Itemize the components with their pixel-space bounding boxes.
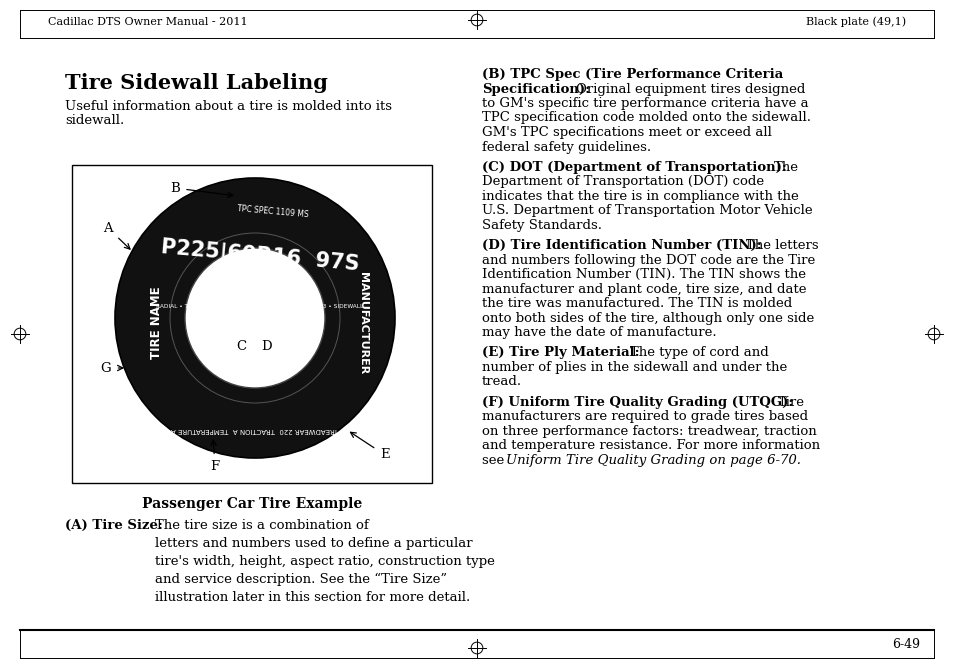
Text: E: E: [350, 432, 390, 462]
Text: Passenger Car Tire Example: Passenger Car Tire Example: [142, 497, 362, 511]
Text: may have the date of manufacture.: may have the date of manufacture.: [481, 326, 716, 339]
Text: and temperature resistance. For more information: and temperature resistance. For more inf…: [481, 439, 820, 452]
Text: F: F: [211, 440, 219, 474]
Text: 6-49: 6-49: [891, 639, 919, 651]
Text: D: D: [261, 339, 272, 353]
Text: The tire size is a combination of
letters and numbers used to define a particula: The tire size is a combination of letter…: [154, 519, 495, 605]
Text: federal safety guidelines.: federal safety guidelines.: [481, 140, 651, 154]
Text: (F) Uniform Tire Quality Grading (UTQG):: (F) Uniform Tire Quality Grading (UTQG):: [481, 395, 793, 409]
Text: manufacturers are required to grade tires based: manufacturers are required to grade tire…: [481, 410, 807, 424]
Text: (B) TPC Spec (Tire Performance Criteria: (B) TPC Spec (Tire Performance Criteria: [481, 68, 782, 81]
Text: Safety Standards.: Safety Standards.: [481, 219, 601, 232]
Text: U.S. Department of Transportation Motor Vehicle: U.S. Department of Transportation Motor …: [481, 204, 812, 217]
Text: on three performance factors: treadwear, traction: on three performance factors: treadwear,…: [481, 425, 816, 438]
Text: onto both sides of the tire, although only one side: onto both sides of the tire, although on…: [481, 311, 814, 325]
Text: and numbers following the DOT code are the Tire: and numbers following the DOT code are t…: [481, 254, 815, 267]
Text: Uniform Tire Quality Grading on page 6-70.: Uniform Tire Quality Grading on page 6-7…: [505, 454, 801, 467]
Text: The type of cord and: The type of cord and: [629, 347, 768, 359]
Text: TPC SPEC 1109 MS: TPC SPEC 1109 MS: [236, 204, 309, 219]
Text: indicates that the tire is in compliance with the: indicates that the tire is in compliance…: [481, 190, 798, 203]
Text: TREADWEAR 220  TRACTION A  TEMPERATURE A: TREADWEAR 220 TRACTION A TEMPERATURE A: [171, 427, 338, 433]
Text: Specification):: Specification):: [481, 83, 590, 96]
Text: (C) DOT (Department of Transportation):: (C) DOT (Department of Transportation):: [481, 161, 786, 174]
Text: Black plate (49,1): Black plate (49,1): [805, 17, 905, 27]
Text: tread.: tread.: [481, 375, 521, 388]
Text: number of plies in the sidewall and under the: number of plies in the sidewall and unde…: [481, 361, 786, 374]
Text: RADIAL • TUBELESS • DOT MAL84BC00X TREAD • TPL453 • SIDEWALL: RADIAL • TUBELESS • DOT MAL84BC00X TREAD…: [156, 303, 363, 309]
Text: sidewall.: sidewall.: [65, 114, 124, 127]
Text: B: B: [170, 182, 233, 198]
Text: MANUFACTURER: MANUFACTURER: [357, 272, 368, 374]
Text: Cadillac DTS Owner Manual - 2011: Cadillac DTS Owner Manual - 2011: [48, 17, 248, 27]
Text: A: A: [103, 222, 130, 249]
Text: G: G: [101, 361, 123, 375]
Text: Identification Number (TIN). The TIN shows the: Identification Number (TIN). The TIN sho…: [481, 268, 805, 281]
Text: (A) Tire Size:: (A) Tire Size:: [65, 519, 163, 532]
Text: (E) Tire Ply Material:: (E) Tire Ply Material:: [481, 347, 639, 359]
Bar: [71, 165, 432, 483]
Text: C: C: [235, 339, 246, 353]
Circle shape: [185, 248, 325, 388]
Text: to GM's specific tire performance criteria have a: to GM's specific tire performance criter…: [481, 97, 808, 110]
Circle shape: [115, 178, 395, 458]
Text: Original equipment tires designed: Original equipment tires designed: [576, 83, 804, 96]
Text: GM's TPC specifications meet or exceed all: GM's TPC specifications meet or exceed a…: [481, 126, 771, 139]
Text: see: see: [481, 454, 508, 467]
Text: The letters: The letters: [745, 239, 818, 252]
Text: Tire Sidewall Labeling: Tire Sidewall Labeling: [65, 73, 328, 93]
Text: Useful information about a tire is molded into its: Useful information about a tire is molde…: [65, 100, 392, 113]
Text: Department of Transportation (DOT) code: Department of Transportation (DOT) code: [481, 175, 763, 188]
Text: the tire was manufactured. The TIN is molded: the tire was manufactured. The TIN is mo…: [481, 297, 791, 310]
Text: TPC specification code molded onto the sidewall.: TPC specification code molded onto the s…: [481, 112, 810, 124]
Text: manufacturer and plant code, tire size, and date: manufacturer and plant code, tire size, …: [481, 283, 805, 296]
Text: P225|60R16  97S: P225|60R16 97S: [160, 237, 359, 275]
Text: The: The: [773, 161, 799, 174]
Text: TIRE NAME: TIRE NAME: [151, 287, 163, 359]
Text: Tire: Tire: [778, 395, 804, 409]
Text: (D) Tire Identification Number (TIN):: (D) Tire Identification Number (TIN):: [481, 239, 760, 252]
